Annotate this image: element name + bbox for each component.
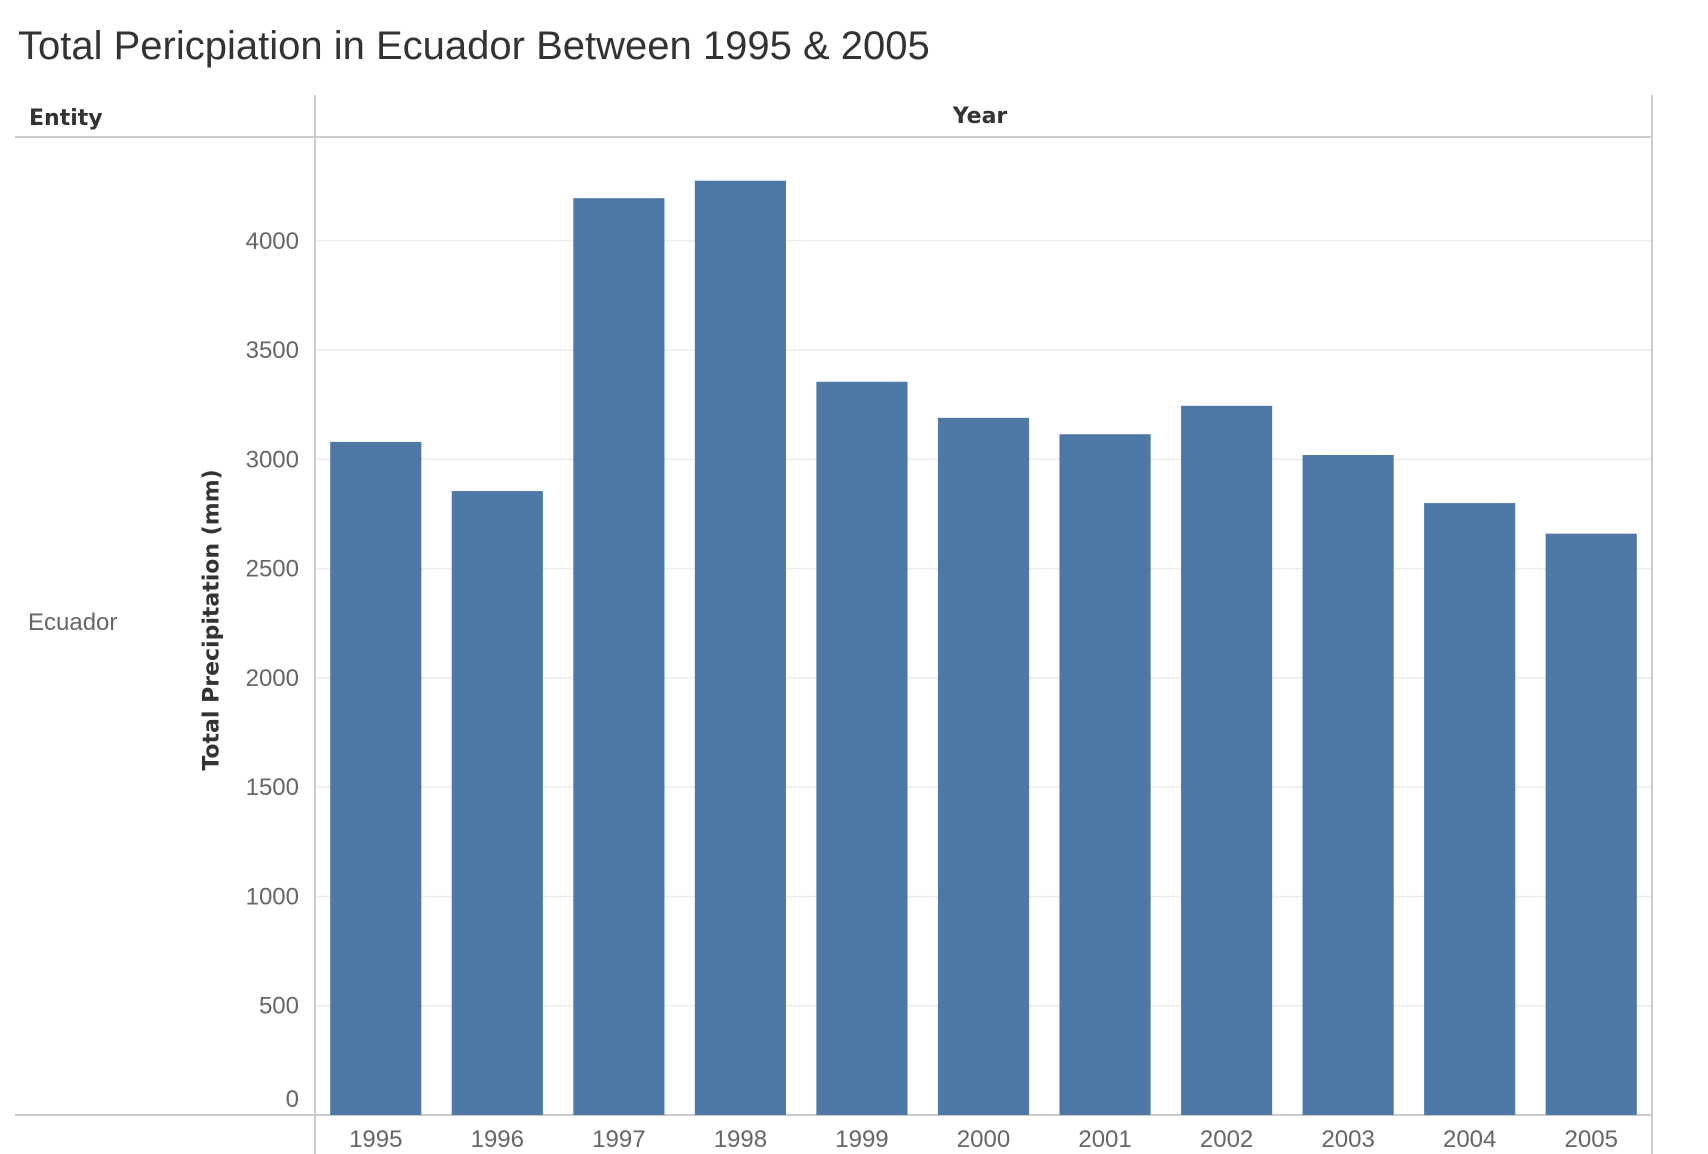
bar <box>694 180 786 1116</box>
bar <box>1181 405 1273 1115</box>
bar <box>1545 533 1637 1115</box>
x-tick-label: 2004 <box>1443 1126 1496 1153</box>
x-tick-label: 1999 <box>835 1126 888 1153</box>
x-tick-label: 2001 <box>1078 1126 1131 1153</box>
bar <box>937 417 1030 1116</box>
bar <box>451 491 543 1115</box>
x-tick-label: 2005 <box>1565 1126 1618 1153</box>
y-tick-label: 2000 <box>246 665 299 692</box>
bar <box>816 381 908 1115</box>
x-tick-label: 2003 <box>1321 1126 1374 1153</box>
y-tick-label: 1000 <box>246 883 299 910</box>
bar <box>1424 503 1516 1116</box>
x-tick-label: 1997 <box>592 1126 645 1153</box>
x-tick-label: 2000 <box>957 1126 1010 1153</box>
y-tick-label: 4000 <box>246 228 299 255</box>
bar <box>1302 454 1394 1116</box>
entity-column-header: Entity <box>29 106 103 131</box>
bar <box>1059 434 1151 1115</box>
bar <box>573 198 665 1115</box>
chart-title: Total Pericpiation in Ecuador Between 19… <box>18 24 930 68</box>
y-tick-label: 500 <box>259 993 299 1020</box>
entity-row-label: Ecuador <box>28 609 118 636</box>
year-column-header: Year <box>952 104 1008 129</box>
x-tick-label: 1998 <box>714 1126 767 1153</box>
y-tick-label: 1500 <box>246 774 299 801</box>
bar <box>330 441 422 1115</box>
y-tick-label: 2500 <box>246 556 299 583</box>
y-tick-label: 0 <box>286 1086 299 1113</box>
y-tick-label: 3500 <box>246 337 299 364</box>
x-tick-label: 1995 <box>349 1126 402 1153</box>
x-tick-label: 2002 <box>1200 1126 1253 1153</box>
x-tick-label: 1996 <box>471 1126 524 1153</box>
y-tick-label: 3000 <box>246 446 299 473</box>
